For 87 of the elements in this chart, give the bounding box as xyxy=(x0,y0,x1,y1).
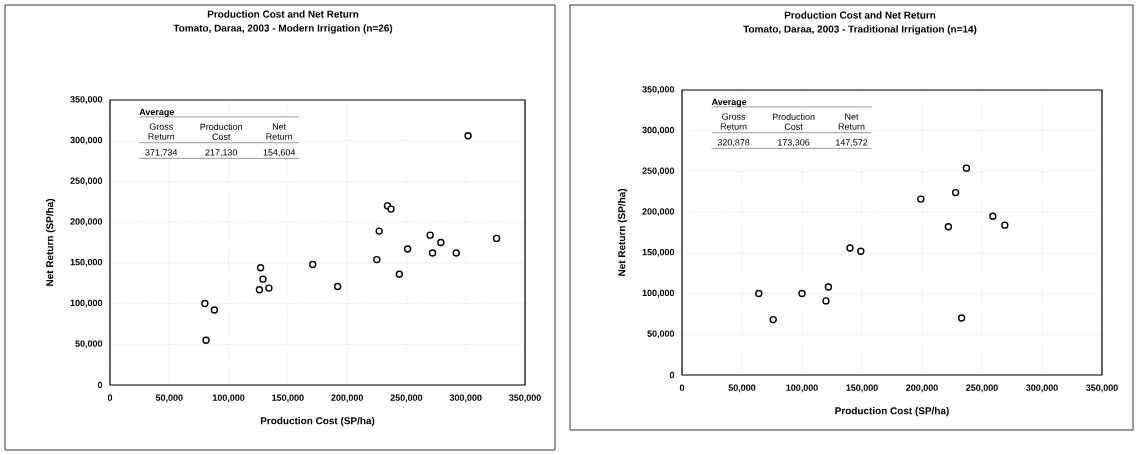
annotation: Net Return xyxy=(838,113,865,130)
point xyxy=(309,260,317,269)
annotation: Gross Return xyxy=(720,113,747,130)
annotation: 147,572 xyxy=(836,139,868,147)
y-tick-label: 0 xyxy=(669,371,675,379)
annotation: 173,306 xyxy=(778,139,810,147)
point xyxy=(259,275,267,283)
point xyxy=(492,234,501,243)
point xyxy=(373,255,381,264)
chart-subtitle: Tomato, Daraa, 2003 - Traditional Irrigation (n=14) xyxy=(743,25,977,35)
x-tick-label: 300,000 xyxy=(1026,384,1058,393)
x-tick-label: 100,000 xyxy=(786,384,818,393)
annotation: Gross Return xyxy=(148,123,175,140)
annotation: Net Return xyxy=(266,123,293,140)
x-tick-label: 100,000 xyxy=(212,394,245,403)
y-tick-label: 250,000 xyxy=(70,177,103,186)
point xyxy=(846,244,854,252)
point xyxy=(333,282,342,291)
point xyxy=(857,247,865,255)
y-axis-title: Net Return (SP/ha) xyxy=(617,188,628,276)
x-tick-label: 150,000 xyxy=(846,384,878,393)
x-tick-label: 50,000 xyxy=(155,394,183,403)
x-tick-label: 200,000 xyxy=(906,384,938,393)
point xyxy=(256,264,265,272)
annotation: Average xyxy=(139,108,175,117)
point xyxy=(755,289,763,298)
y-tick-label: 150,000 xyxy=(70,259,103,267)
x-tick-label: 250,000 xyxy=(966,384,998,393)
y-tick-label: 150,000 xyxy=(642,249,675,257)
point xyxy=(989,212,997,220)
point xyxy=(917,195,925,203)
point xyxy=(426,231,434,239)
point xyxy=(944,223,953,231)
annotation: Production Cost xyxy=(772,113,815,130)
annotation: Production Cost xyxy=(200,123,243,140)
point xyxy=(452,249,460,257)
y-tick-label: 50,000 xyxy=(647,330,675,339)
y-tick-label: 50,000 xyxy=(75,340,103,349)
point xyxy=(403,245,412,253)
point xyxy=(822,297,830,305)
y-tick-label: 250,000 xyxy=(642,167,675,176)
point xyxy=(265,284,273,292)
point xyxy=(387,205,395,213)
x-tick-label: 350,000 xyxy=(509,394,541,403)
annotation: 154,604 xyxy=(263,149,296,157)
annotation: 371,734 xyxy=(145,149,178,157)
x-tick-label: 150,000 xyxy=(272,394,304,403)
x-tick-label: 50,000 xyxy=(728,384,756,393)
point xyxy=(951,188,960,197)
x-axis-title: Production Cost (SP/ha) xyxy=(835,406,949,417)
y-tick-label: 100,000 xyxy=(70,299,103,308)
point xyxy=(1001,221,1009,229)
point xyxy=(464,132,472,140)
annotation: Average xyxy=(711,98,747,107)
x-tick-label: 200,000 xyxy=(331,394,363,403)
x-tick-label: 0 xyxy=(107,394,113,401)
annotation: 320,878 xyxy=(717,139,750,147)
point xyxy=(202,336,210,344)
point xyxy=(255,286,264,294)
y-tick-label: 200,000 xyxy=(70,218,103,226)
annotation: 217,130 xyxy=(205,149,238,157)
point xyxy=(428,249,437,257)
chart-title: Production Cost and Net Return xyxy=(207,10,359,18)
x-tick-label: 250,000 xyxy=(390,394,423,403)
point xyxy=(769,315,777,324)
point xyxy=(375,227,383,235)
y-tick-label: 300,000 xyxy=(642,126,675,135)
y-tick-label: 350,000 xyxy=(70,96,103,104)
x-axis-title: Production Cost (SP/ha) xyxy=(260,416,375,427)
x-tick-label: 350,000 xyxy=(1086,384,1118,393)
y-tick-label: 300,000 xyxy=(70,136,103,145)
y-tick-label: 350,000 xyxy=(642,86,675,94)
chart-title: Production Cost and Net Return xyxy=(784,11,936,19)
point xyxy=(395,270,404,278)
chart-subtitle: Tomato, Daraa, 2003 - Modern Irrigation (n=26) xyxy=(173,24,393,34)
point xyxy=(437,238,445,247)
point xyxy=(957,314,966,322)
point xyxy=(201,299,209,308)
y-axis-title: Net Return (SP/ha) xyxy=(45,198,56,286)
point xyxy=(210,306,219,314)
point xyxy=(962,164,971,172)
y-tick-label: 100,000 xyxy=(642,289,675,298)
x-tick-label: 300,000 xyxy=(449,394,482,403)
y-tick-label: 200,000 xyxy=(642,208,675,216)
x-tick-label: 0 xyxy=(679,384,685,391)
point xyxy=(824,283,833,291)
point xyxy=(798,289,806,298)
